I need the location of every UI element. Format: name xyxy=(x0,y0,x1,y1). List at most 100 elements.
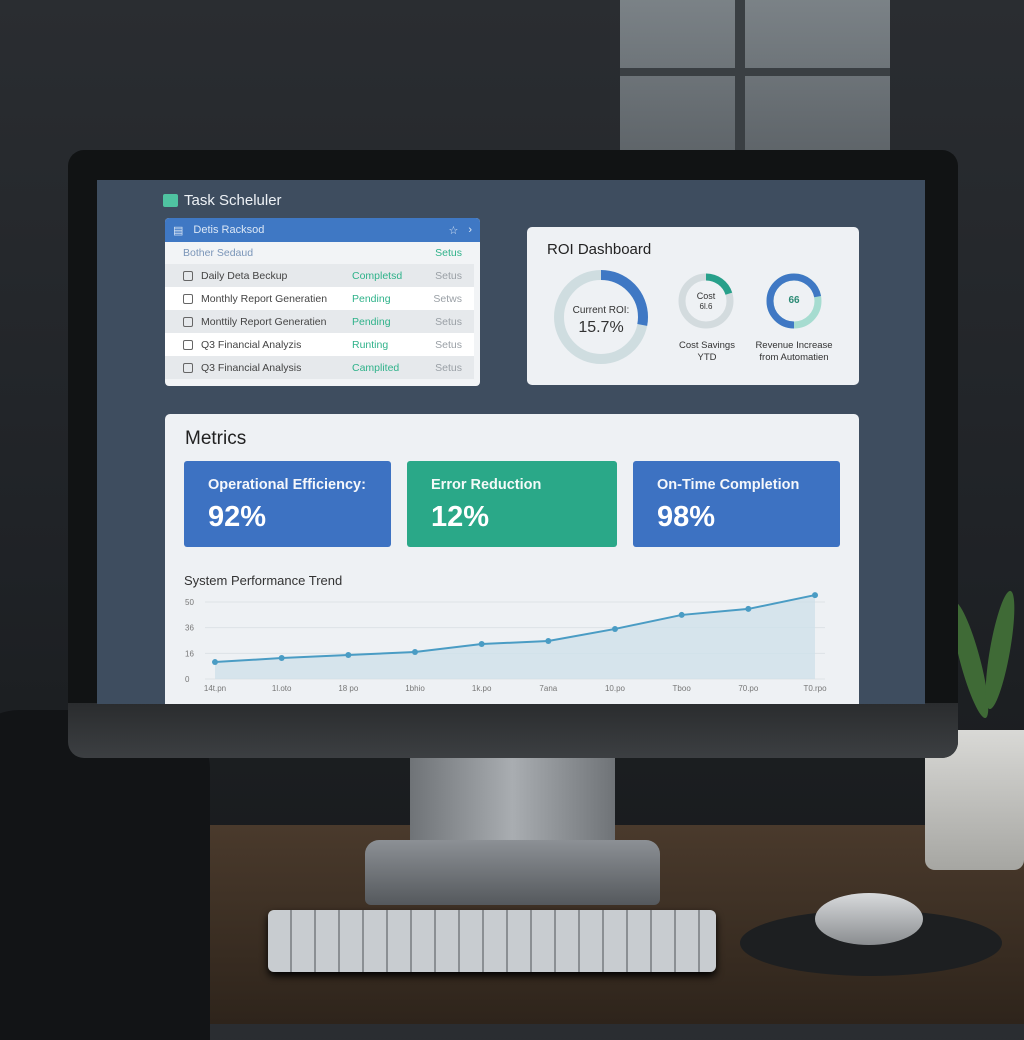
roi-title: ROI Dashboard xyxy=(547,241,652,258)
plant-leaf xyxy=(979,589,1021,711)
revenue-label: from Automatien xyxy=(759,352,829,363)
column-name: Bother Sedaud xyxy=(183,247,254,259)
task-name-text: Q3 Financial Analyzis xyxy=(201,338,302,351)
task-status: Runting xyxy=(352,338,389,351)
window-frame xyxy=(620,68,890,76)
star-icon[interactable]: ☆ xyxy=(448,224,459,237)
column-status: Setus xyxy=(435,247,462,259)
roi-dashboard: ROI Dashboard Current ROI: 15.7% Cost 6l… xyxy=(527,227,859,385)
task-status: Camplited xyxy=(352,361,400,374)
x-tick-label: 1bhio xyxy=(405,684,425,693)
table-header: Bother Sedaud Setus xyxy=(165,242,474,264)
y-tick-label: 36 xyxy=(185,624,194,633)
task-status: Completsd xyxy=(352,269,403,282)
mouse xyxy=(815,893,923,945)
metric-value: 12% xyxy=(431,501,490,533)
task-name: Daily Deta Beckup xyxy=(183,270,352,282)
app-title: Task Scheluler xyxy=(163,192,282,209)
x-tick-label: T0.rpo xyxy=(803,684,827,693)
x-tick-label: 10.po xyxy=(605,684,626,693)
data-point xyxy=(812,592,818,599)
area-fill xyxy=(215,595,815,679)
task-icon xyxy=(183,339,193,350)
task-name-text: Monttily Report Generatien xyxy=(201,315,327,328)
chevron-right-icon[interactable]: › xyxy=(468,224,472,236)
metric-card-error-reduction[interactable]: Error Reduction 12% xyxy=(407,461,617,547)
data-point xyxy=(278,655,285,662)
x-tick-label: Tboo xyxy=(673,684,692,693)
calendar-icon xyxy=(163,194,178,207)
monitor-base xyxy=(365,840,660,905)
calendar-icon: ▤ xyxy=(173,224,184,237)
task-panel: ▤ Detis Racksod ☆ › Bother Sedaud Setus … xyxy=(165,218,480,386)
metric-label: Error Reduction xyxy=(431,477,542,493)
data-point xyxy=(612,625,618,632)
current-roi-donut xyxy=(554,270,648,364)
task-panel-title: Detis Racksod xyxy=(193,224,265,236)
task-action-link[interactable]: Setus xyxy=(435,338,462,351)
x-tick-label: 1k.po xyxy=(472,684,492,693)
task-icon xyxy=(183,293,193,304)
cost-savings-label: Cost Savings xyxy=(679,340,735,351)
task-name-text: Q3 Financial Analysis xyxy=(201,361,302,374)
cost-inner-value: 6l.6 xyxy=(699,302,713,311)
revenue-donut xyxy=(766,273,822,329)
task-name: Q3 Financial Analysis xyxy=(183,362,352,374)
x-tick-label: 7ana xyxy=(539,684,557,693)
task-action-link[interactable]: Setws xyxy=(433,292,462,305)
series-line xyxy=(214,594,816,664)
task-name-text: Daily Deta Beckup xyxy=(201,269,288,282)
table-row[interactable]: Monthly Report Generatien Pending Setws xyxy=(165,287,474,310)
x-tick-label: 70.po xyxy=(738,684,759,693)
chart-title: System Performance Trend xyxy=(184,573,343,588)
metric-value: 92% xyxy=(208,501,267,533)
data-point xyxy=(212,659,218,666)
table-row[interactable]: Q3 Financial Analyzis Runting Setus xyxy=(165,333,474,356)
task-icon xyxy=(183,362,193,373)
table-row[interactable]: Q3 Financial Analysis Camplited Setus xyxy=(165,356,474,379)
data-point xyxy=(412,649,418,656)
revenue-inner-value: 66 xyxy=(788,295,800,306)
task-action-link[interactable]: Setus xyxy=(435,361,462,374)
task-panel-header: ▤ Detis Racksod ☆ › xyxy=(165,218,480,242)
metric-label: Operational Efficiency: xyxy=(208,477,366,493)
task-name: Monttily Report Generatien xyxy=(183,316,352,328)
data-point xyxy=(478,641,485,648)
metric-label: On-Time Completion xyxy=(657,477,800,493)
current-roi-value: 15.7% xyxy=(578,319,624,336)
x-tick-label: 14t.pn xyxy=(204,684,226,693)
task-action-link[interactable]: Setus xyxy=(435,269,462,282)
task-status: Pending xyxy=(352,292,391,305)
data-point xyxy=(745,605,752,612)
table-row[interactable]: Monttily Report Generatien Pending Setus xyxy=(165,310,474,333)
y-tick-label: 0 xyxy=(185,675,190,684)
task-name: Q3 Financial Analyzis xyxy=(183,339,352,351)
data-point xyxy=(345,651,352,658)
task-icon xyxy=(183,270,193,281)
app-title-text: Task Scheluler xyxy=(184,192,282,209)
x-tick-label: 1l.oto xyxy=(272,684,292,693)
donut-fill xyxy=(554,270,648,364)
metric-value: 98% xyxy=(657,501,716,533)
data-point xyxy=(545,637,552,644)
monitor-chin xyxy=(68,703,958,758)
keyboard xyxy=(268,910,716,972)
x-tick-label: 18 po xyxy=(338,684,359,693)
current-roi-label: Current ROI: xyxy=(572,305,630,316)
cost-savings-label: YTD xyxy=(697,352,717,363)
task-name: Monthly Report Generatien xyxy=(183,293,352,305)
task-status: Pending xyxy=(352,315,391,328)
chair xyxy=(0,710,210,1040)
metrics-panel: Metrics Operational Efficiency: 92% Error… xyxy=(165,414,859,704)
data-point xyxy=(678,611,685,618)
screen: Task Scheluler ▤ Detis Racksod ☆ › Bothe… xyxy=(97,180,925,704)
monitor-stand xyxy=(410,755,615,845)
revenue-label: Revenue Increase xyxy=(755,340,833,351)
table-row[interactable]: Daily Deta Beckup Completsd Setus xyxy=(165,264,474,287)
metric-card-on-time[interactable]: On-Time Completion 98% xyxy=(633,461,840,547)
task-action-link[interactable]: Setus xyxy=(435,315,462,328)
metric-card-efficiency[interactable]: Operational Efficiency: 92% xyxy=(184,461,391,547)
y-tick-label: 16 xyxy=(185,649,194,658)
task-icon xyxy=(183,316,193,327)
metrics-title: Metrics xyxy=(185,428,247,449)
